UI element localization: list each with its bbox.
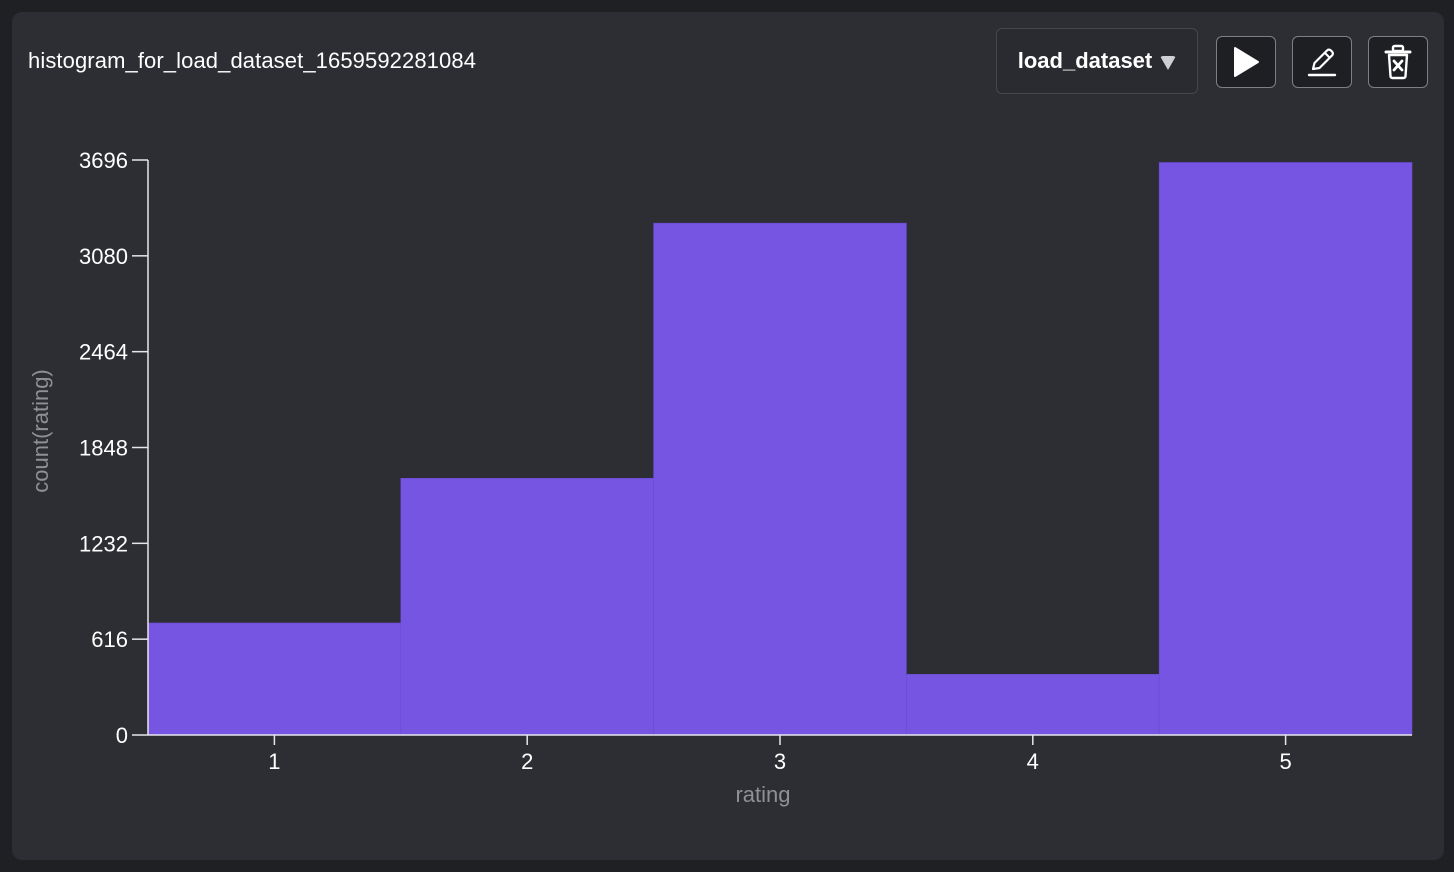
x-tick-label: 1 — [268, 749, 280, 774]
dataset-dropdown[interactable]: load_dataset — [996, 28, 1198, 94]
histogram-chart: 0 616 1232 1848 2464 3080 3696 1 2 3 4 5 count(rat… — [28, 148, 1413, 807]
bar-rating-1[interactable] — [147, 622, 402, 736]
y-tick-label: 3696 — [79, 148, 128, 173]
x-tick-label: 2 — [521, 749, 533, 774]
x-tick-label: 5 — [1279, 749, 1291, 774]
delete-button[interactable] — [1368, 36, 1428, 88]
caret-down-icon — [1160, 56, 1177, 70]
y-tick-label: 3080 — [79, 244, 128, 269]
bar-rating-4[interactable] — [906, 674, 1160, 736]
y-tick-label: 0 — [116, 723, 128, 748]
y-tick-label: 1232 — [79, 531, 128, 556]
pencil-icon — [1307, 48, 1337, 77]
x-axis-title: rating — [735, 782, 790, 807]
y-tick-label: 2464 — [79, 340, 128, 365]
edit-button[interactable] — [1292, 36, 1352, 88]
play-icon — [1234, 47, 1259, 77]
bar-rating-2[interactable] — [400, 478, 654, 736]
chart-title: histogram_for_load_dataset_1659592281084 — [28, 48, 477, 73]
x-tick-label: 4 — [1027, 749, 1039, 774]
chart-card: histogram_for_load_dataset_1659592281084… — [12, 12, 1444, 860]
bar-rating-5[interactable] — [1158, 162, 1413, 736]
dataset-dropdown-label: load_dataset — [1017, 48, 1153, 73]
bar-rating-3[interactable] — [653, 222, 907, 736]
y-axis-title: count(rating) — [28, 369, 53, 493]
x-tick-label: 3 — [774, 749, 786, 774]
run-button[interactable] — [1216, 36, 1276, 88]
trash-icon — [1384, 44, 1412, 80]
y-tick-label: 1848 — [79, 436, 128, 461]
y-tick-label: 616 — [91, 627, 128, 652]
